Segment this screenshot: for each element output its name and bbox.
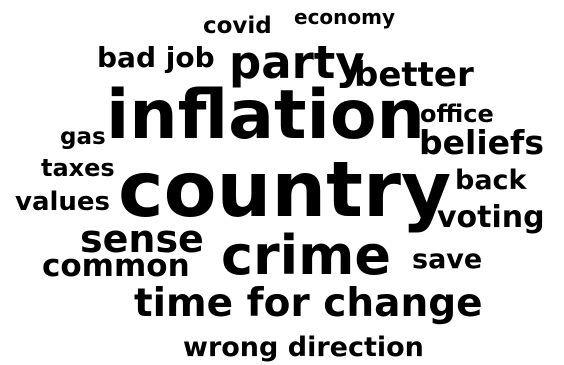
word-gas: gas [60,124,106,150]
word-beliefs: beliefs [419,123,545,162]
word-bad-job: bad job [97,41,215,74]
word-crime: crime [221,224,392,287]
word-inflation: inflation [106,76,425,155]
word-save: save [412,244,483,275]
word-common: common [42,248,190,284]
word-economy: economy [294,5,396,29]
word-country: country [118,146,452,235]
word-covid: covid [203,13,272,39]
word-voting: voting [437,200,545,235]
word-better: better [354,55,474,95]
word-values: values [15,187,111,217]
word-party: party [229,36,365,89]
word-taxes: taxes [41,154,115,182]
word-sense: sense [80,217,204,261]
word-wrong-direction: wrong direction [183,332,424,363]
word-office: office [420,100,494,128]
word-time-for-change: time for change [134,281,483,326]
word-back: back [455,165,527,196]
